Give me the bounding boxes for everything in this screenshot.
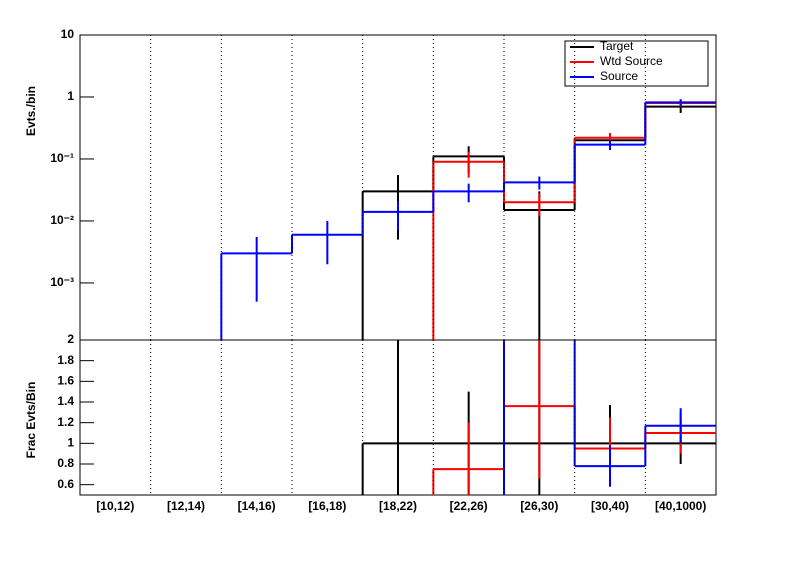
legend-label: Target (600, 39, 634, 53)
legend (564, 40, 709, 87)
legend-label: Source (600, 69, 638, 83)
x-tick-label: [40,1000) (655, 499, 706, 513)
y-tick-label: 10⁻² (50, 213, 74, 227)
y-tick-label: 1 (67, 436, 74, 450)
y-axis-title: Evts./bin (24, 86, 38, 136)
y-tick-label: 1.6 (57, 374, 74, 388)
y-tick-label: 10⁻¹ (50, 151, 74, 165)
plot-area (220, 99, 716, 340)
y-tick-label: 0.8 (57, 456, 74, 470)
x-tick-label: [10,12) (96, 499, 134, 513)
y-tick-label: 10⁻³ (50, 275, 74, 289)
x-tick-label: [18,22) (379, 499, 417, 513)
y-tick-label: 10 (61, 27, 75, 41)
x-tick-label: [12,14) (167, 499, 205, 513)
x-tick-label: [30,40) (591, 499, 629, 513)
y-tick-label: 1 (67, 89, 74, 103)
y-tick-label: 1.2 (57, 415, 74, 429)
plot-area (361, 340, 716, 495)
y-tick-label: 1.8 (57, 353, 74, 367)
y-tick-label: 1.4 (57, 394, 74, 408)
y-tick-label: 0.6 (57, 477, 74, 491)
y-tick-label: 2 (67, 332, 74, 346)
x-tick-label: [26,30) (520, 499, 558, 513)
x-tick-label: [22,26) (450, 499, 488, 513)
x-tick-label: [14,16) (238, 499, 276, 513)
x-tick-label: [16,18) (308, 499, 346, 513)
y-axis-title: Frac Evts/Bin (24, 382, 38, 459)
legend-label: Wtd Source (600, 54, 663, 68)
